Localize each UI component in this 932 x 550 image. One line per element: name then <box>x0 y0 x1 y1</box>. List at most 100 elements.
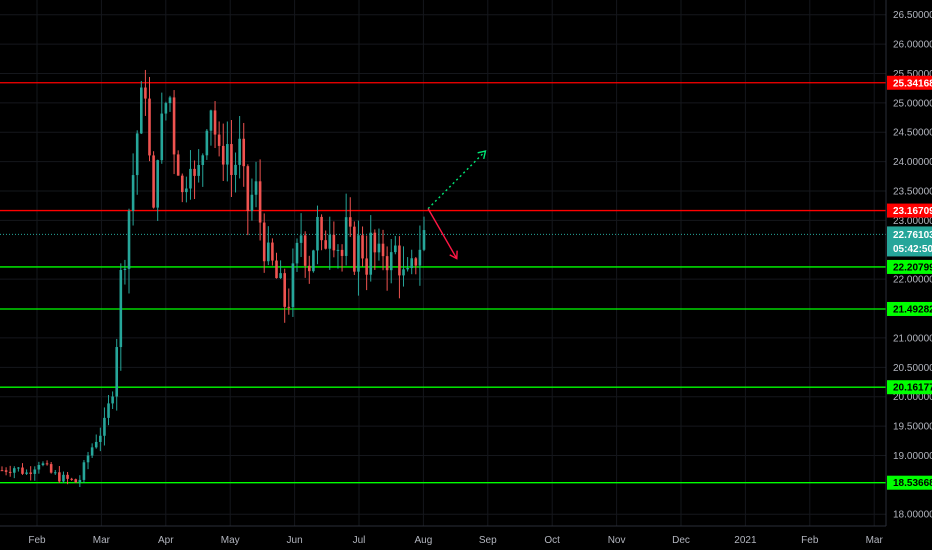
candle-body <box>307 265 311 272</box>
candle-body <box>250 194 254 211</box>
candle-body <box>70 478 73 480</box>
projection-up-arrow-head <box>477 150 487 160</box>
candle-body <box>238 138 241 165</box>
candle-body <box>74 479 78 483</box>
candle-body <box>123 268 127 270</box>
candle-body <box>406 268 409 270</box>
y-tick-label: 26.50000 <box>893 10 932 21</box>
candle-body <box>29 472 32 474</box>
candle-body <box>12 468 16 473</box>
y-tick-label: 18.00000 <box>893 510 932 521</box>
candle-body <box>394 245 397 253</box>
candle-body <box>389 252 393 271</box>
candle-body <box>398 245 401 276</box>
y-tick-label: 19.00000 <box>893 451 932 462</box>
level-labels: 25.34168 23.16709 22.20799 21.49282 20.16177… <box>887 75 932 490</box>
candle-body <box>176 154 180 176</box>
candle-body <box>160 113 164 161</box>
candle-body <box>185 188 188 193</box>
candle-body <box>312 250 315 272</box>
candle-body <box>320 216 323 241</box>
x-tick-label: May <box>221 535 240 546</box>
y-tick-label: 20.00000 <box>893 392 932 403</box>
candle-body <box>103 417 106 436</box>
candle-body <box>58 472 61 482</box>
candle-body <box>279 273 282 279</box>
candle-body <box>234 164 237 175</box>
candle-body <box>189 168 192 189</box>
level-label: 23.16709 <box>893 206 932 217</box>
candle-body <box>197 164 200 176</box>
candle-body <box>127 210 131 269</box>
candle-body <box>94 441 98 448</box>
candle-body <box>201 155 205 165</box>
candle-body <box>230 144 233 175</box>
candle-body <box>168 97 172 104</box>
level-label-bg <box>887 380 932 395</box>
candle-body <box>316 216 319 251</box>
x-tick-label: Dec <box>672 535 690 546</box>
candle-body <box>258 181 262 223</box>
level-label-bg <box>887 301 932 316</box>
candle-body <box>180 175 184 193</box>
time-axis[interactable] <box>0 526 886 550</box>
candle-body <box>340 249 344 256</box>
candle-body <box>226 144 229 165</box>
candle-body <box>156 160 159 208</box>
level-label: 20.16177 <box>893 383 932 394</box>
candle-body <box>86 455 90 463</box>
x-tick-label: Feb <box>28 535 46 546</box>
candle-body <box>221 145 225 165</box>
candle-body <box>0 470 4 472</box>
level-label-bg <box>887 75 932 90</box>
x-tick-label: Feb <box>801 535 819 546</box>
candle-body <box>344 217 348 256</box>
candle-body <box>361 235 364 259</box>
level-label: 22.20799 <box>893 262 932 273</box>
projection-arrows <box>427 150 487 260</box>
candle-body <box>373 232 377 253</box>
x-tick-label: Oct <box>544 535 560 546</box>
candle-body <box>144 87 147 99</box>
candle-body <box>348 217 352 227</box>
y-tick-label: 23.50000 <box>893 187 932 198</box>
x-tick-label: Nov <box>608 535 626 546</box>
candle-body <box>357 235 360 272</box>
y-tick-label: 25.50000 <box>893 69 932 80</box>
y-tick-label: 25.00000 <box>893 98 932 109</box>
candle-body <box>78 479 82 483</box>
candle-body <box>8 471 12 473</box>
candle-body <box>164 103 168 114</box>
projection-down-arrow[interactable] <box>427 208 458 259</box>
candle-body <box>271 242 274 261</box>
x-tick-label: Mar <box>866 535 884 546</box>
time-axis-ticks: Feb Mar Apr May Jun Jul Aug Sep Oct Nov Dec 2021 Feb… <box>28 535 883 546</box>
candle-body <box>402 269 405 276</box>
y-tick-label: 19.50000 <box>893 422 932 433</box>
y-tick-label: 26.00000 <box>893 40 932 51</box>
candle-body <box>90 447 94 456</box>
candle-body <box>62 474 65 482</box>
candle-body <box>193 168 196 176</box>
projection-up-arrow[interactable] <box>427 150 486 210</box>
candle-body <box>45 463 49 465</box>
candle-body <box>21 467 24 474</box>
level-label-bg <box>887 475 932 490</box>
candle-body <box>299 235 303 243</box>
projection-down-arrow-head <box>449 250 458 260</box>
x-tick-label: Mar <box>93 535 111 546</box>
candle-body <box>418 249 422 266</box>
y-tick-label: 22.00000 <box>893 275 932 286</box>
x-tick-label: Apr <box>158 535 174 546</box>
candle-body <box>25 472 28 474</box>
candle-body <box>4 470 8 472</box>
candle-body <box>37 465 41 470</box>
candle-body <box>365 258 368 275</box>
candle-body <box>111 396 114 404</box>
candle-body <box>172 97 176 155</box>
candle-body <box>49 464 53 473</box>
candle-body <box>41 463 45 466</box>
candle-body <box>205 130 209 156</box>
candle-body <box>336 249 340 251</box>
